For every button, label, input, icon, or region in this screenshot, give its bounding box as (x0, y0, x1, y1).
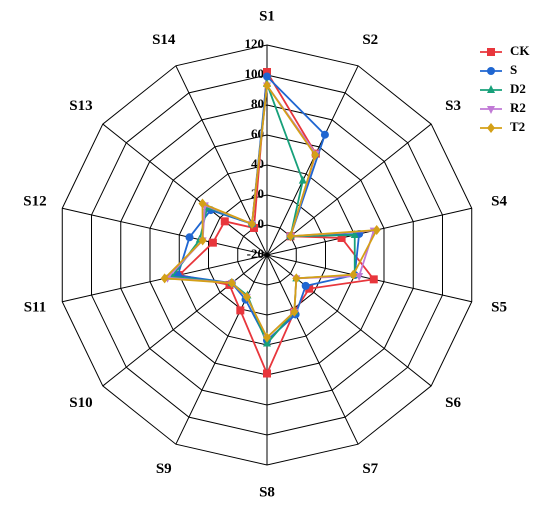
data-point (290, 306, 299, 317)
data-point (263, 369, 271, 378)
category-label: S4 (491, 193, 507, 209)
spoke (266, 65, 359, 256)
data-point (160, 273, 169, 284)
data-point (355, 273, 364, 282)
data-point (372, 224, 381, 235)
legend-marker (487, 67, 495, 75)
category-label: S10 (69, 395, 92, 411)
data-point (263, 68, 271, 76)
data-point (185, 233, 194, 242)
data-point (242, 291, 251, 302)
category-label: S11 (24, 299, 47, 315)
data-point (305, 284, 314, 293)
spoke (62, 207, 268, 256)
category-label: S9 (156, 461, 172, 477)
legend-label: S (510, 62, 517, 77)
data-point (298, 175, 307, 184)
legend-label: CK (510, 43, 530, 58)
legend-marker (487, 85, 495, 93)
data-point (220, 217, 229, 226)
data-point (337, 233, 346, 242)
data-point (236, 306, 245, 315)
spoke (175, 254, 268, 445)
data-point (320, 130, 329, 139)
category-label: S5 (491, 299, 507, 315)
category-label: S6 (445, 395, 461, 411)
legend-marker (487, 123, 495, 133)
legend-label: R2 (510, 100, 526, 115)
category-label: S13 (69, 98, 92, 114)
data-point (350, 229, 359, 238)
spoke (266, 254, 359, 445)
data-point (263, 80, 271, 91)
data-point (292, 273, 301, 284)
spoke (102, 254, 268, 387)
category-label: S1 (259, 8, 275, 24)
legend-marker (487, 48, 495, 56)
series-line (162, 83, 379, 339)
legend-label: D2 (510, 81, 526, 96)
data-point (227, 278, 236, 289)
data-point (198, 235, 207, 246)
data-point (208, 238, 217, 247)
data-point (349, 269, 358, 280)
data-point (286, 231, 295, 242)
category-label: S12 (23, 193, 46, 209)
data-point (263, 72, 271, 81)
category-label: S8 (259, 484, 275, 500)
r-tick-label: -20 (247, 246, 264, 261)
r-tick-label: 100 (245, 66, 265, 81)
data-point (301, 281, 310, 290)
spoke (266, 254, 472, 303)
r-tick-label: 120 (245, 36, 265, 51)
data-point (369, 275, 378, 284)
data-point (198, 198, 207, 209)
spoke (102, 123, 268, 256)
data-point (248, 218, 257, 229)
category-label: S7 (362, 461, 378, 477)
category-label: S14 (152, 32, 176, 48)
data-point (263, 332, 271, 343)
legend-label: T2 (510, 119, 525, 134)
category-label: S3 (445, 98, 461, 114)
r-tick-label: 0 (258, 216, 265, 231)
r-tick-label: 80 (251, 96, 264, 111)
data-point (249, 223, 258, 232)
legend-marker (487, 106, 495, 114)
category-label: S2 (362, 32, 378, 48)
data-point (311, 149, 320, 160)
